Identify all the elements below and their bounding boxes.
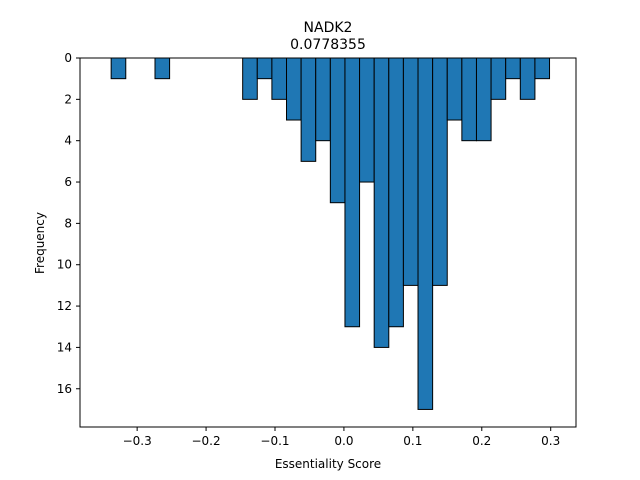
y-tick-label-1: 2 <box>64 92 72 106</box>
histogram-bar-4 <box>271 57 288 100</box>
histogram-bar-14 <box>417 57 434 410</box>
y-tick-label-0: 0 <box>64 51 72 65</box>
chart-title: NADK2 <box>304 20 353 36</box>
histogram-bar-1 <box>154 57 171 80</box>
histogram-bar-11 <box>373 57 390 348</box>
x-tick-label-1: −0.2 <box>191 434 220 448</box>
histogram-bar-15 <box>432 57 448 286</box>
y-axis-ticks: 0 2 4 6 8 10 12 14 16 <box>57 51 80 396</box>
x-tick-label-3: 0.0 <box>334 434 353 448</box>
x-axis-ticks: −0.3 −0.2 −0.1 0.0 0.1 0.2 0.3 <box>123 427 560 448</box>
histogram-bar-5 <box>286 57 302 121</box>
histogram-bar-8 <box>329 57 346 204</box>
plot-frame <box>79 57 577 428</box>
histogram-bar-22 <box>534 57 551 80</box>
histogram-bar-6 <box>300 57 317 162</box>
y-tick-label-2: 4 <box>64 134 72 148</box>
histogram-bar-20 <box>505 57 521 80</box>
histogram-bar-2 <box>242 57 258 100</box>
histogram-bar-7 <box>315 57 331 142</box>
histogram-bar-12 <box>388 57 404 328</box>
x-tick-label-0: −0.3 <box>123 434 152 448</box>
histogram-bar-9 <box>344 57 361 328</box>
histogram-bar-16 <box>446 57 463 121</box>
histogram-bar-0 <box>110 57 127 80</box>
x-tick-label-5: 0.2 <box>472 434 491 448</box>
chart-subtitle: 0.0778355 <box>290 37 366 53</box>
y-tick-label-8: 16 <box>57 382 72 396</box>
x-tick-label-2: −0.1 <box>260 434 289 448</box>
histogram-bar-19 <box>490 57 507 100</box>
y-tick-label-4: 8 <box>64 216 72 230</box>
bars-group <box>110 57 551 410</box>
histogram-bar-17 <box>461 57 477 142</box>
histogram-bar-10 <box>359 57 375 183</box>
histogram-bar-21 <box>519 57 536 100</box>
y-tick-label-7: 14 <box>57 340 72 354</box>
y-tick-label-5: 10 <box>57 258 72 272</box>
x-tick-label-4: 0.1 <box>403 434 422 448</box>
x-axis-label: Essentiality Score <box>275 457 381 471</box>
histogram-bar-13 <box>402 57 419 286</box>
y-axis-label: Frequency <box>33 212 47 274</box>
y-tick-label-3: 6 <box>64 175 72 189</box>
histogram-bar-18 <box>475 57 492 142</box>
y-tick-label-6: 12 <box>57 299 72 313</box>
x-tick-label-6: 0.3 <box>541 434 560 448</box>
histogram-bar-3 <box>256 57 273 80</box>
